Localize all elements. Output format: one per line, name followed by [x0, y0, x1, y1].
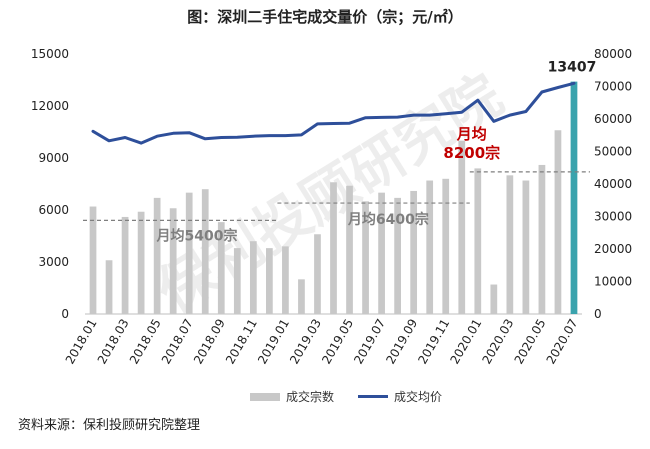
line-series: 13407 [91, 60, 597, 145]
left-axis-tick-label: 3000 [38, 255, 69, 269]
bar-series [89, 81, 578, 314]
right-axis-tick-label: 60000 [594, 112, 632, 126]
bar [137, 211, 145, 314]
highlight-bar [570, 81, 578, 314]
right-axis-tick-label: 80000 [594, 47, 632, 61]
bar [298, 279, 305, 314]
bar [394, 197, 401, 314]
bar [201, 189, 209, 314]
bar [442, 178, 450, 314]
right-axis-tick-label: 20000 [594, 242, 632, 256]
bar [522, 180, 530, 314]
highlight-value-label: 13407 [548, 60, 597, 76]
source-note: 资料来源：保利投顾研究院整理 [18, 418, 201, 433]
right-axis-tick-label: 10000 [594, 275, 632, 289]
legend-line-label: 成交均价 [394, 390, 443, 404]
bar [282, 246, 289, 314]
legend-bar-label: 成交宗数 [286, 390, 335, 404]
chart-title: 图：深圳二手住宅成交量价（宗；元/㎡） [187, 8, 463, 26]
legend-line-swatch [358, 395, 389, 398]
right-axis-tick-label: 50000 [594, 145, 632, 159]
annotation-label-line1: 月均 [456, 125, 487, 143]
bar [169, 208, 177, 314]
bar [362, 201, 369, 314]
bar [153, 197, 161, 314]
bar [233, 248, 241, 314]
bar [474, 168, 482, 314]
bar [426, 180, 434, 314]
right-axis-tick-label: 40000 [594, 177, 632, 191]
left-axis-tick-label: 12000 [31, 99, 69, 113]
bar [330, 182, 337, 314]
bar [410, 190, 418, 314]
bar [378, 192, 385, 314]
bar [490, 284, 498, 314]
x-axis-ticks: 2018.012018.032018.052018.072018.092018.… [63, 316, 581, 366]
price-line [91, 81, 576, 145]
right-axis-tick-label: 0 [594, 307, 602, 321]
left-axis-tick-label: 15000 [31, 47, 69, 61]
bar [554, 130, 562, 314]
bar [185, 192, 193, 314]
bar [314, 234, 321, 314]
left-axis-tick-label: 6000 [38, 203, 69, 217]
bar [266, 248, 273, 314]
annotation-label: 月均6400宗 [347, 211, 429, 228]
bar [105, 260, 113, 314]
right-axis-tick-label: 30000 [594, 210, 632, 224]
annotation-label-line2: 8200宗 [443, 144, 500, 162]
left-axis-tick-label: 0 [61, 307, 69, 321]
bar [458, 140, 466, 314]
left-axis-tick-label: 9000 [38, 151, 69, 165]
legend: 成交宗数 成交均价 [250, 388, 442, 405]
right-axis-tick-label: 70000 [594, 80, 632, 94]
bar [249, 241, 257, 314]
annotation-label: 月均5400宗 [156, 227, 238, 244]
bar [538, 164, 546, 314]
bar [121, 216, 129, 314]
x-axis-tick-label: 2020.07 [544, 317, 581, 367]
legend-bar-swatch [250, 392, 280, 401]
bar [506, 175, 514, 314]
bar [346, 185, 353, 314]
bar [217, 222, 225, 314]
bar [89, 206, 97, 314]
